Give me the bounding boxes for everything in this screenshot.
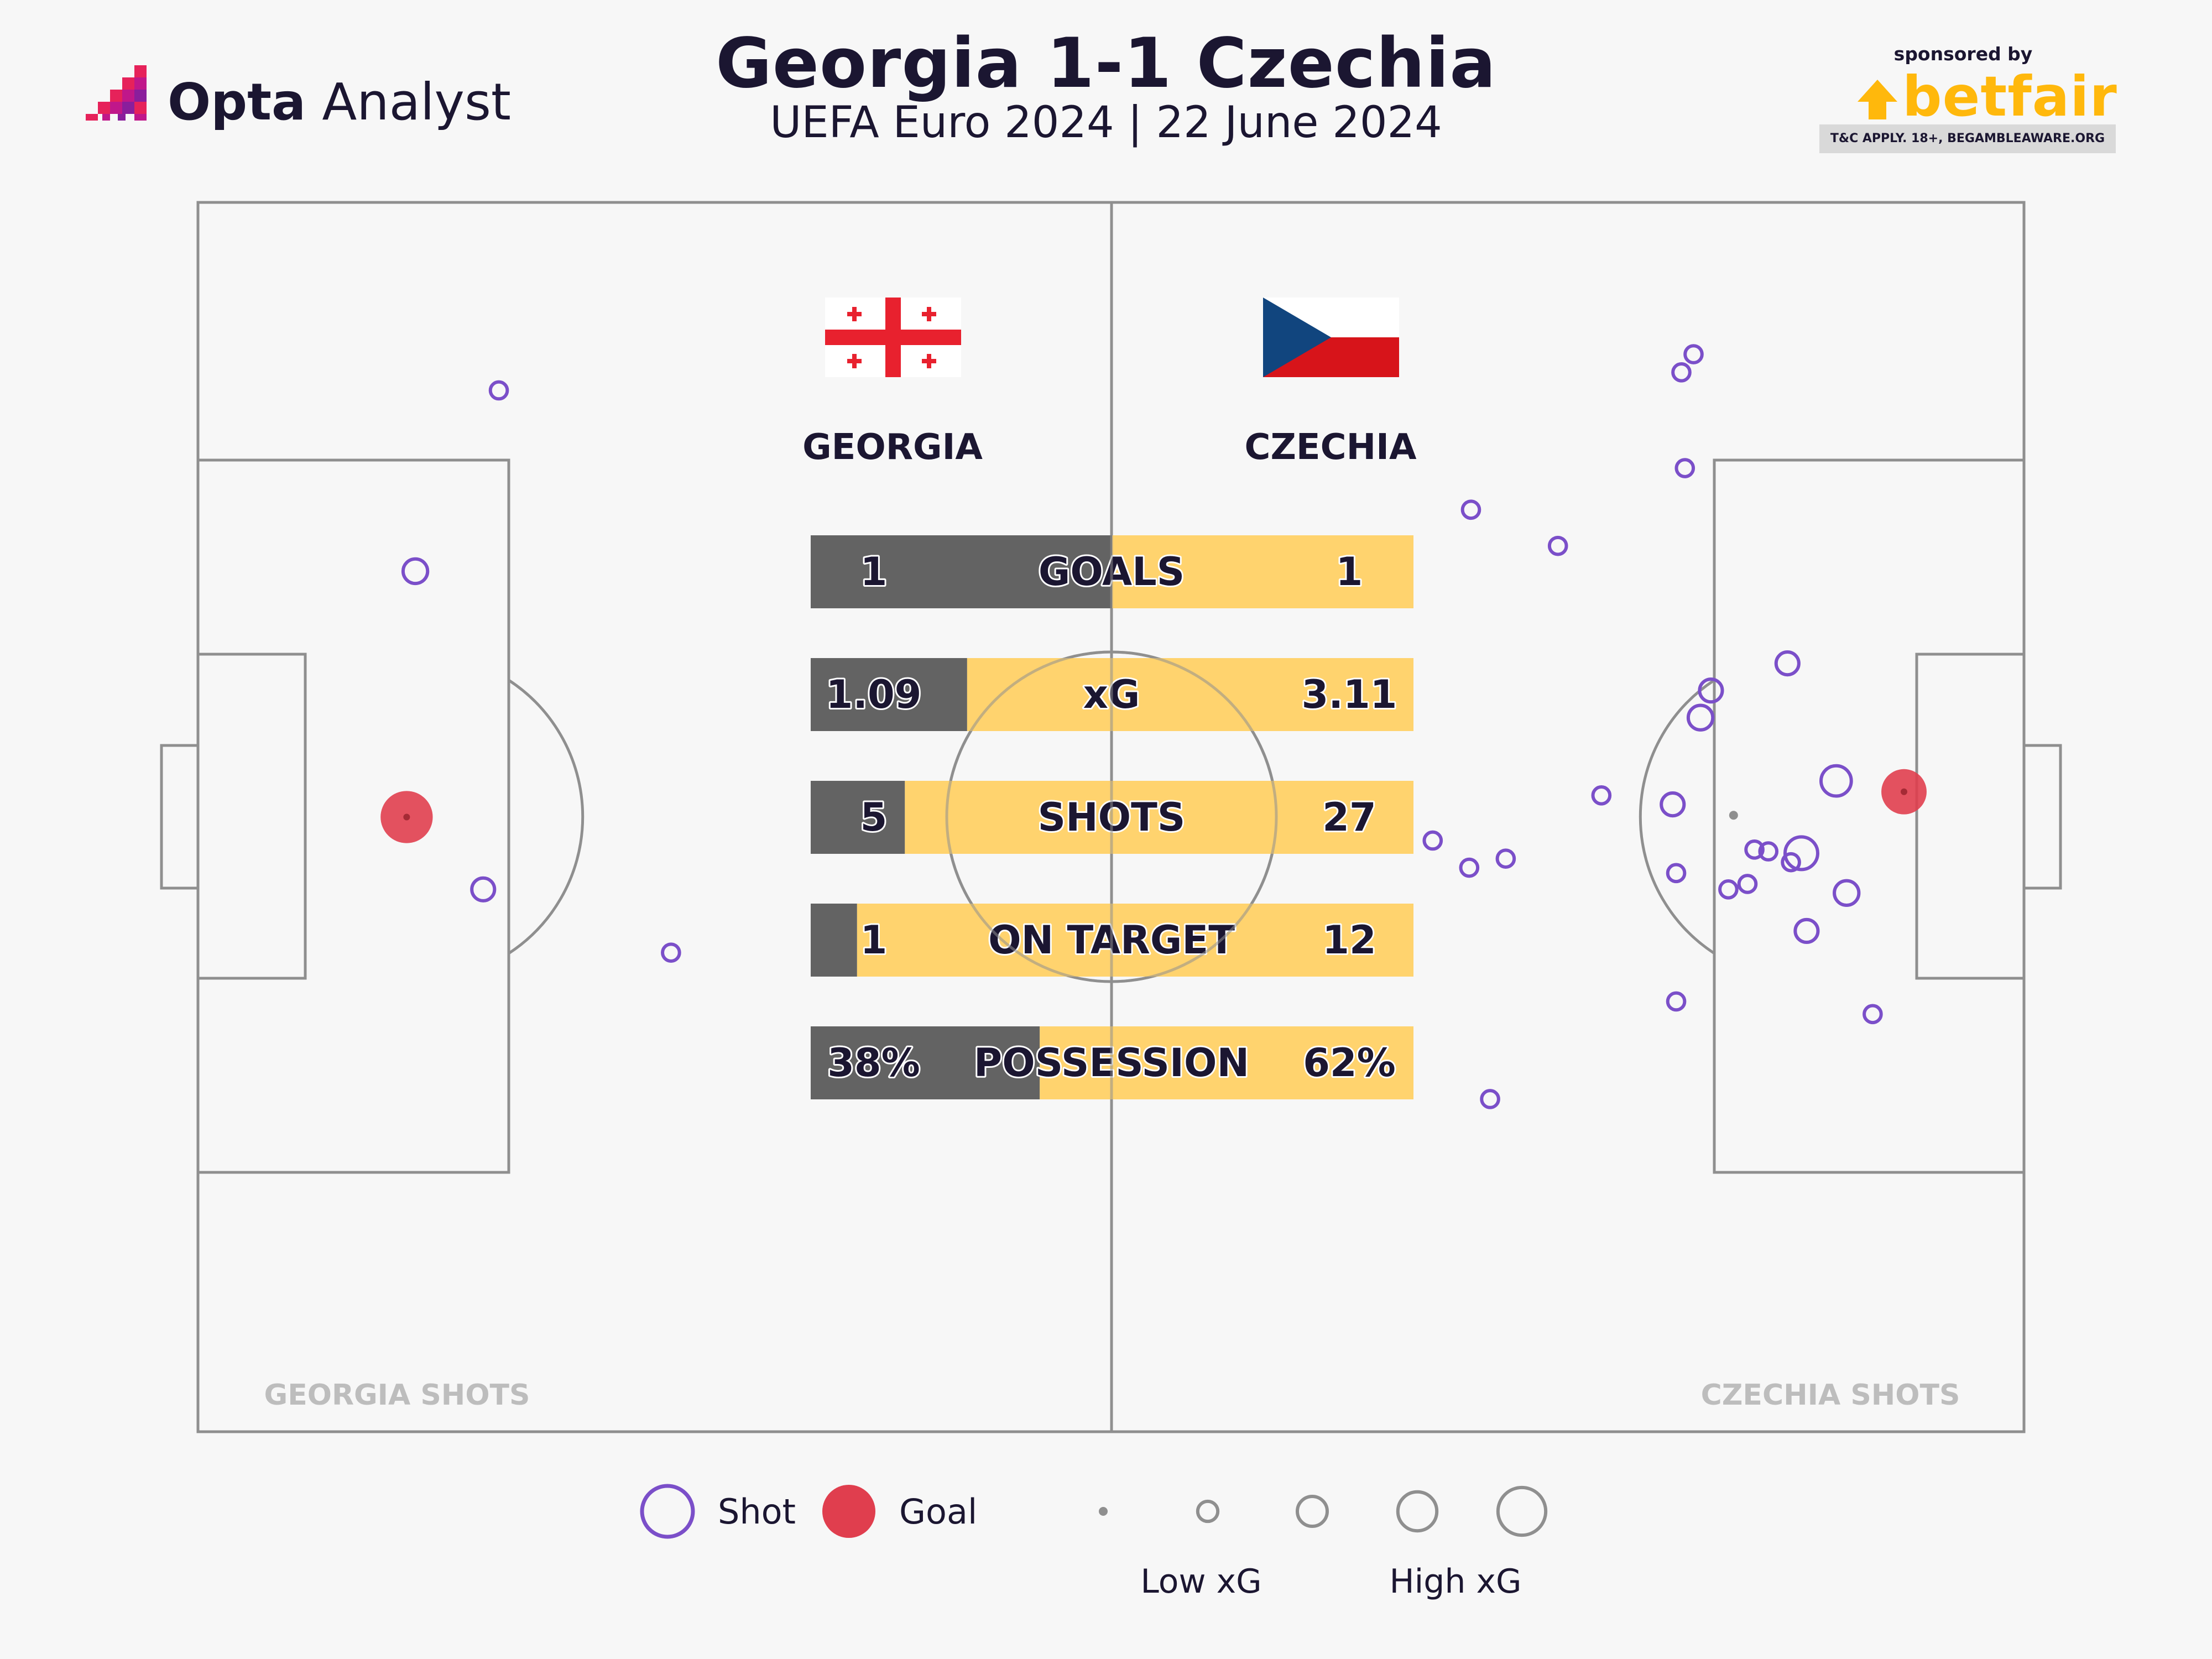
stat-away-value: 27	[1322, 795, 1376, 840]
legend-low-xg-label: Low xG	[1140, 1562, 1261, 1601]
stat-away-value: 1	[1336, 549, 1363, 594]
betfair-arrow-icon	[1858, 80, 1897, 119]
right-penalty-box	[1713, 458, 2026, 1174]
shot-marker-czechia	[1547, 535, 1568, 556]
shot-marker-czechia	[1729, 811, 1738, 820]
page-subtitle: UEFA Euro 2024 | 22 June 2024	[770, 98, 1442, 148]
stat-bar-home	[811, 781, 905, 854]
shot-marker-czechia	[1698, 677, 1724, 704]
legend-size-marker	[1196, 1499, 1220, 1524]
stat-bar-home	[811, 904, 857, 977]
stat-bar-away	[1112, 535, 1413, 608]
away-team-name: CZECHIA	[1245, 427, 1417, 468]
stat-bar-away	[857, 904, 1413, 977]
shots-layer	[380, 344, 1927, 1109]
stat-bar-home	[811, 658, 967, 731]
shot-marker-czechia	[1758, 841, 1779, 862]
stat-away-value: 62%	[1303, 1040, 1396, 1086]
stat-home-value: 1	[860, 549, 888, 594]
shot-marker-czechia	[1783, 835, 1819, 872]
legend-shot-marker	[640, 1484, 695, 1539]
georgia-flag	[825, 298, 961, 377]
team-header: GEORGIA CZECHIA	[802, 298, 1417, 468]
shot-marker-georgia	[661, 942, 681, 963]
shot-marker-czechia	[1737, 874, 1758, 894]
shot-marker-czechia	[1744, 839, 1765, 860]
left-penalty-box	[196, 458, 510, 1174]
stat-row: 1.09 xG 3.11	[811, 658, 1413, 731]
home-team-name: GEORGIA	[802, 427, 983, 468]
goal-marker-center	[1901, 788, 1908, 795]
legend-size-marker	[1496, 1485, 1548, 1537]
opta-analyst-logo: Opta Analyst	[86, 61, 511, 138]
shot-marker-czechia	[1774, 650, 1801, 677]
shot-marker-czechia	[1666, 863, 1687, 884]
stat-bar-away	[1040, 1026, 1413, 1099]
stat-home-value: 1	[860, 917, 888, 963]
header: Georgia 1-1 Czechia UEFA Euro 2024 | 22 …	[0, 0, 2212, 182]
legend-goal-label: Goal	[899, 1491, 977, 1532]
stat-bar-home	[811, 535, 1112, 608]
left-six-yard-box	[196, 653, 307, 980]
stat-away-value: 12	[1322, 917, 1376, 963]
shot-marker-czechia	[1686, 703, 1715, 732]
page-title: Georgia 1-1 Czechia	[716, 24, 1496, 103]
legend: Shot Goal Low xG High xG	[640, 1484, 1548, 1601]
right-penalty-arc	[1639, 679, 1715, 955]
shot-marker-czechia	[1793, 917, 1820, 945]
shot-marker-georgia	[470, 876, 497, 902]
stat-bar-away	[967, 658, 1413, 731]
legend-high-xg-label: High xG	[1390, 1562, 1522, 1601]
stat-bar-home	[811, 1026, 1040, 1099]
shot-marker-czechia	[1480, 1089, 1500, 1109]
stat-home-value: 1.09	[826, 672, 922, 717]
stat-away-value: 3.11	[1302, 672, 1397, 717]
shot-marker-czechia	[1683, 344, 1704, 364]
legend-shot-label: Shot	[718, 1491, 796, 1532]
stat-bar-away	[905, 781, 1413, 854]
stat-row: 5 SHOTS 27	[811, 781, 1413, 854]
shot-marker-czechia	[1833, 879, 1861, 907]
left-penalty-arc	[508, 679, 585, 955]
czechia-flag	[1263, 298, 1399, 377]
right-six-yard-box	[1915, 653, 2026, 980]
legend-size-marker	[1396, 1490, 1439, 1533]
left-goal	[160, 744, 200, 890]
goal-marker-center	[403, 813, 410, 821]
logo-text-bold: Opta	[168, 72, 306, 132]
legend-size-scale	[1099, 1485, 1548, 1537]
legend-goal-marker	[822, 1485, 875, 1538]
sponsor-block: sponsored by betfair T&C APPLY. 18+, BEG…	[1819, 39, 2118, 155]
shot-marker-czechia	[1718, 879, 1739, 900]
shot-marker-georgia	[488, 380, 509, 401]
shot-marker-czechia	[1671, 362, 1692, 383]
stat-home-value: 5	[860, 795, 888, 840]
home-shots-label: GEORGIA SHOTS	[264, 1379, 530, 1412]
shot-marker-georgia	[401, 557, 430, 586]
sponsor-disclaimer: T&C APPLY. 18+, BEGAMBLEAWARE.ORG	[1819, 124, 2116, 153]
shot-marker-czechia	[1460, 499, 1481, 520]
shot-marker-czechia	[1819, 764, 1853, 798]
shot-marker-czechia	[1459, 857, 1480, 878]
legend-size-marker	[1099, 1507, 1108, 1516]
stats-panel: 1 GOALS 11.09 xG 3.115 SHOTS 271 ON TARGET 1238%…	[811, 535, 1413, 1100]
legend-size-marker	[1296, 1495, 1329, 1528]
shot-marker-czechia	[1863, 1004, 1883, 1025]
logo-text-regular: Analyst	[306, 72, 511, 132]
sponsor-brand: betfair	[1902, 64, 2117, 129]
right-goal	[2022, 744, 2062, 890]
opta-logo-icon	[86, 65, 147, 121]
shot-marker-czechia	[1781, 852, 1801, 873]
stat-home-value: 38%	[827, 1040, 920, 1086]
shot-marker-czechia	[1666, 991, 1687, 1012]
sponsor-label: sponsored by	[1893, 43, 2033, 65]
shot-marker-czechia	[1422, 830, 1443, 851]
shot-marker-czechia	[1674, 458, 1695, 478]
shot-marker-czechia	[1660, 791, 1686, 818]
shot-marker-czechia	[1495, 848, 1516, 869]
shot-marker-czechia	[1591, 785, 1612, 806]
away-shots-label: CZECHIA SHOTS	[1701, 1379, 1960, 1412]
